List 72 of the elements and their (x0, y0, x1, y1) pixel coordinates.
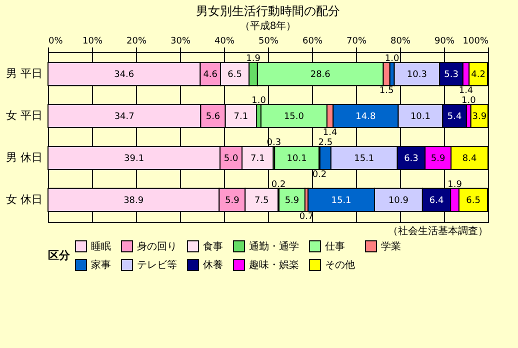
legend-label: 仕事 (325, 240, 345, 252)
data-label: 10.9 (388, 196, 409, 206)
x-tick-label: 60% (302, 36, 323, 46)
legend-label: 家事 (91, 259, 111, 271)
x-tick-label: 10% (82, 36, 103, 46)
data-label: 1.9 (448, 180, 462, 190)
legend-label: 学業 (381, 240, 401, 252)
x-tick-label: 80% (390, 36, 411, 46)
x-tick-label: 70% (346, 36, 367, 46)
data-label: 5.0 (224, 154, 238, 164)
y-tick-label: 男 休日 (6, 150, 42, 164)
data-label: 1.0 (461, 96, 476, 106)
data-label: 8.4 (462, 154, 477, 164)
data-label: 1.5 (379, 86, 394, 96)
data-label: 14.8 (356, 112, 376, 122)
data-label: 7.1 (234, 112, 248, 122)
legend-label: 趣味・娯楽 (249, 259, 299, 271)
x-tick-label: 40% (214, 36, 235, 46)
data-label: 2.5 (318, 138, 333, 148)
legend-title: 区分 (48, 249, 71, 262)
data-label: 6.5 (466, 196, 480, 206)
x-tick-label: 30% (170, 36, 191, 46)
data-label: 6.5 (228, 70, 242, 80)
text: （社会生活基本調査） (388, 225, 488, 237)
x-tick-label: 90% (434, 36, 455, 46)
y-tick-label: 男 平日 (6, 67, 42, 80)
data-label: 39.1 (124, 154, 144, 164)
y-tick-label: 女 休日 (6, 192, 42, 206)
y-tick-label: 女 平日 (6, 109, 42, 122)
data-label: 1.0 (384, 54, 400, 64)
data-label: 3.9 (472, 112, 487, 122)
data-label: 5.9 (224, 196, 240, 206)
data-label: 7.1 (250, 154, 265, 164)
data-label: 4.2 (471, 70, 486, 80)
data-label: 0.2 (312, 170, 327, 180)
legend-label: テレビ等 (137, 259, 177, 271)
data-label: 38.9 (124, 196, 144, 206)
data-label: 34.7 (114, 112, 134, 122)
legend-label: 食事 (203, 240, 223, 252)
legend-label: 睡眠 (91, 240, 111, 252)
x-tick-label: 0% (48, 36, 64, 46)
data-label: 34.6 (114, 70, 134, 80)
data-label: 5.6 (206, 112, 220, 122)
data-label: 0.2 (271, 180, 286, 190)
data-label: 1.0 (252, 96, 266, 106)
data-label: 15.1 (354, 154, 374, 164)
text: （平成8年） (240, 20, 296, 32)
legend-label: 身の回り (137, 240, 177, 252)
data-label: 1.4 (458, 86, 474, 96)
data-label: 7.5 (254, 196, 269, 206)
data-label: 10.1 (286, 154, 307, 164)
x-tick-label: 100% (462, 36, 489, 46)
data-label: 10.1 (410, 112, 430, 122)
data-label: 5.9 (284, 196, 300, 206)
x-tick-label: 50% (258, 36, 279, 46)
data-label: 4.6 (203, 70, 218, 80)
data-label: 15.0 (284, 112, 304, 122)
data-label: 15.1 (331, 196, 352, 206)
data-label: 5.9 (430, 154, 446, 164)
data-label: 10.3 (406, 70, 427, 80)
data-label: 6.3 (404, 154, 418, 164)
x-tick-label: 20% (126, 36, 147, 46)
data-label: 1.9 (246, 54, 261, 64)
data-label: 5.4 (447, 112, 462, 122)
chart-title: 男女別生活行動時間の配分 (196, 4, 340, 18)
data-label: 28.6 (310, 70, 331, 80)
data-label: 6.4 (429, 196, 444, 206)
legend-label: 通勤・通学 (249, 240, 299, 252)
legend-label: その他 (325, 259, 355, 271)
data-label: 5.3 (444, 70, 458, 80)
legend-label: 休養 (203, 259, 223, 271)
data-label: 1.4 (322, 128, 338, 138)
